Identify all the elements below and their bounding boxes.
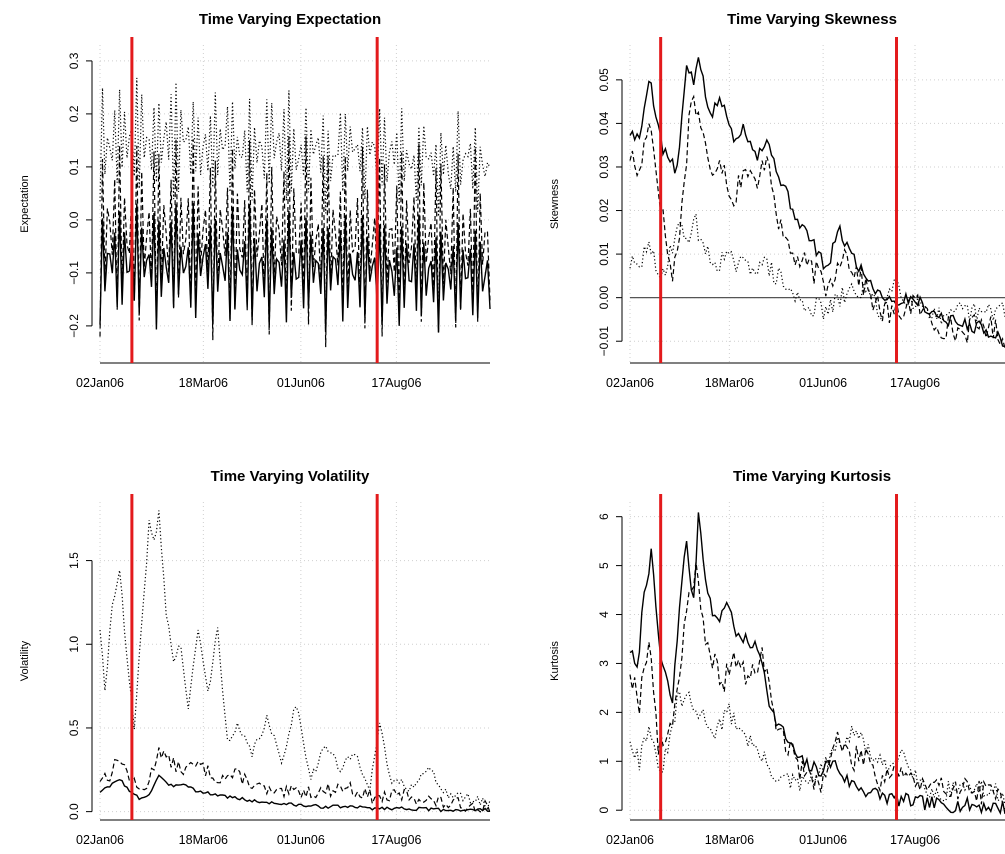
y-tick-label: 1.5 [67,552,81,569]
panel-title: Time Varying Expectation [199,11,381,28]
series-dotted-line [629,211,1005,325]
y-tick-label: 2 [597,709,611,716]
y-tick-label: 0.04 [597,111,611,135]
x-tick-label: 18Mar06 [179,833,228,847]
y-tick-label: 0.05 [597,68,611,92]
x-tick-label: 02Jan06 [606,376,654,390]
x-tick-label: 02Jan06 [76,833,124,847]
series-dashed-line [99,747,491,813]
x-tick-label: 18Mar06 [705,376,754,390]
x-tick-label: 02Jan06 [76,376,124,390]
y-axis-label: Skewness [549,178,561,229]
y-tick-label: 0.03 [597,155,611,179]
y-tick-label: 6 [597,513,611,520]
y-tick-label: 0.2 [67,105,81,122]
panel-title: Time Varying Skewness [727,11,897,28]
y-axis-label: Volatility [19,640,31,681]
panel-2: Time Varying Skewness Skewness 0.05 0.04 0.0… [549,11,1005,390]
y-tick-label: 0.01 [597,242,611,266]
series-solid-line [629,57,1005,348]
panel-title: Time Varying Kurtosis [733,468,891,485]
x-tick-label: 01Jun06 [799,376,847,390]
x-tick-label: 18Mar06 [705,833,754,847]
x-tick-label: 18Mar06 [179,376,228,390]
series-solid-line [99,203,491,333]
y-tick-label: 5 [597,562,611,569]
panel-title: Time Varying Volatility [211,468,370,485]
series-dotted-line [629,690,1005,806]
y-axis-label: Kurtosis [549,641,561,681]
panel-4: Time Varying Kurtosis Kurtosis 6 5 4 3 2 1 0 02Ja… [549,468,1005,847]
x-tick-label: 01Jun06 [277,833,325,847]
x-tick-label: 17Aug06 [890,833,940,847]
x-tick-label: 01Jun06 [277,376,325,390]
series-solid-line [99,774,491,813]
y-tick-label: −0.1 [67,261,81,285]
y-tick-label: 0.1 [67,158,81,175]
y-tick-label: 1 [597,758,611,765]
x-tick-label: 02Jan06 [606,833,654,847]
y-tick-label: 0.5 [67,719,81,736]
series-dashed-line [629,562,1005,810]
y-tick-label: 0.00 [597,286,611,310]
y-tick-label: 0.02 [597,199,611,223]
series-dashed-line [629,94,1005,349]
series-dotted-line [99,77,491,217]
y-tick-label: −0.2 [67,314,81,338]
series-solid-line [629,512,1005,816]
x-tick-label: 17Aug06 [371,376,421,390]
y-tick-label: 1.0 [67,636,81,653]
y-tick-label: 3 [597,660,611,667]
y-axis-label: Expectation [19,175,31,232]
series-dashed-line [99,136,491,348]
x-tick-label: 17Aug06 [890,376,940,390]
x-tick-label: 17Aug06 [371,833,421,847]
y-tick-label: 0.3 [67,52,81,69]
y-tick-label: 0.0 [67,211,81,228]
x-tick-label: 01Jun06 [799,833,847,847]
panel-3: Time Varying Volatility Volatility 1.5 1.0 0… [19,468,491,847]
y-tick-label: −0.01 [597,326,611,357]
panel-1: Time Varying Expectation Expectation 0.3 0.… [19,11,491,390]
y-tick-label: 0 [597,807,611,814]
series-dotted-line [99,510,491,810]
y-tick-label: 0.0 [67,803,81,820]
y-tick-label: 4 [597,611,611,618]
